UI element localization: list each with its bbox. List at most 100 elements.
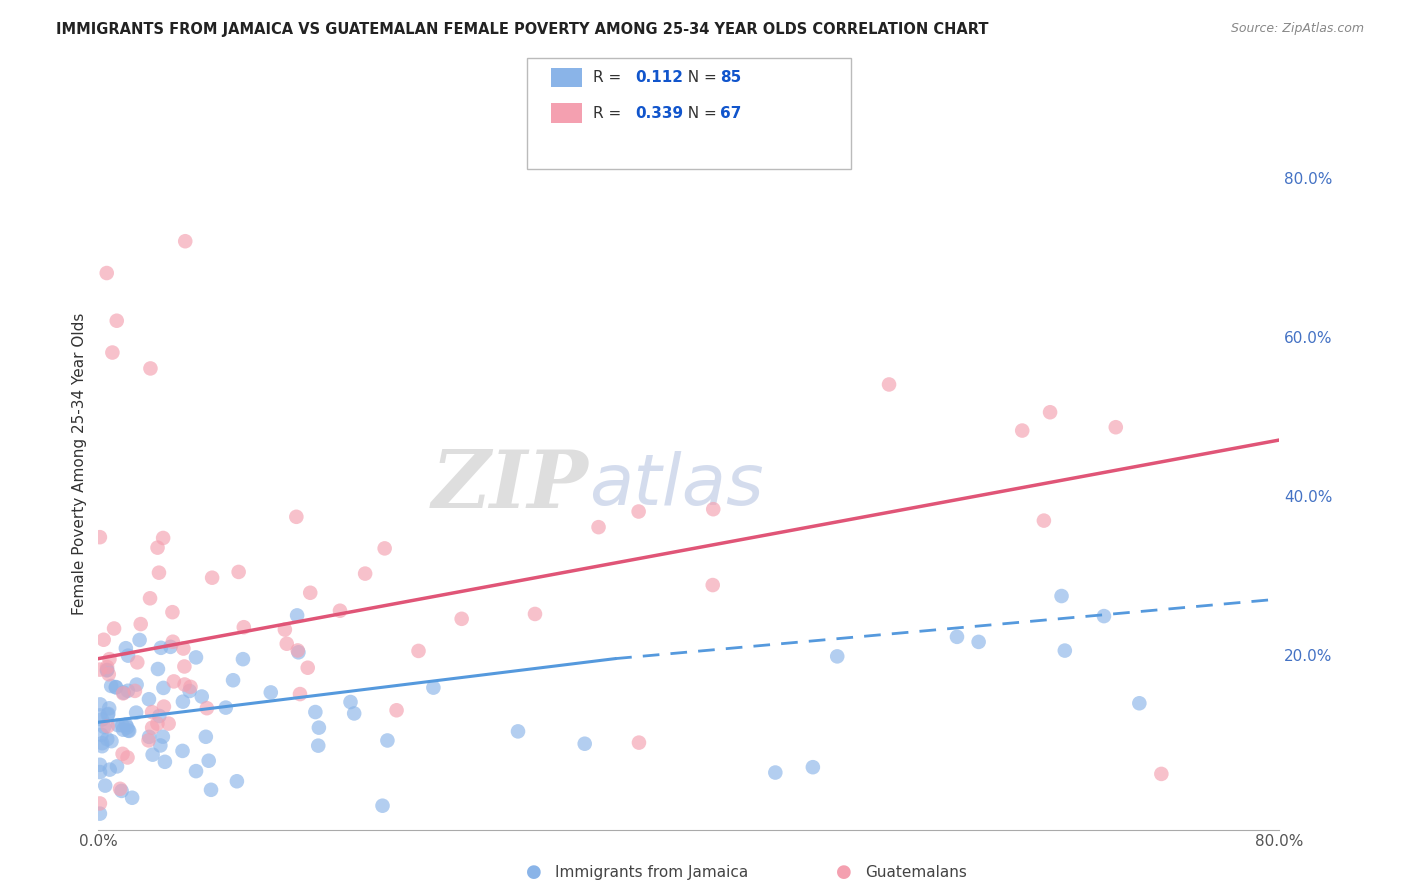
Point: [139, 591, 162, 606]
Point: [118, 723, 141, 738]
Point: [146, 541, 169, 555]
Point: [174, 234, 197, 248]
Point: [801, 760, 824, 774]
Point: [307, 739, 329, 753]
Point: [1032, 514, 1054, 528]
Point: [408, 644, 430, 658]
Point: [97, 707, 120, 722]
Point: [90, 728, 112, 742]
Point: [93, 720, 115, 734]
Point: [103, 622, 125, 636]
Point: [91, 739, 114, 754]
Point: [98, 763, 121, 777]
Point: [94, 779, 117, 793]
Point: [89, 663, 111, 677]
Point: [124, 684, 146, 698]
Point: [422, 681, 444, 695]
Point: [308, 721, 330, 735]
Point: [107, 718, 129, 732]
Point: [146, 662, 169, 676]
Point: [97, 667, 120, 681]
Point: [146, 716, 169, 731]
Point: [225, 774, 247, 789]
Text: R =: R =: [593, 106, 627, 120]
Point: [152, 730, 174, 744]
Point: [91, 713, 114, 727]
Point: [117, 683, 139, 698]
Point: [825, 649, 848, 664]
Point: [142, 747, 165, 762]
Point: [96, 266, 118, 280]
Text: N =: N =: [678, 106, 721, 120]
Point: [1105, 420, 1128, 434]
Point: [1053, 643, 1076, 657]
Point: [276, 637, 298, 651]
Point: [1039, 405, 1062, 419]
Point: [96, 732, 118, 747]
Point: [232, 620, 254, 634]
Point: [1150, 767, 1173, 781]
Point: [89, 757, 111, 772]
Point: [100, 734, 122, 748]
Point: [162, 605, 184, 619]
Text: ●: ●: [526, 863, 543, 881]
Point: [159, 640, 181, 654]
Text: 0.112: 0.112: [636, 70, 683, 85]
Point: [96, 660, 118, 674]
Point: [125, 706, 148, 720]
Point: [232, 652, 254, 666]
Point: [125, 677, 148, 691]
Point: [127, 656, 149, 670]
Point: [173, 677, 195, 691]
Text: ●: ●: [835, 863, 852, 881]
Point: [148, 566, 170, 580]
Point: [157, 716, 180, 731]
Point: [89, 698, 111, 712]
Point: [304, 705, 326, 719]
Point: [89, 806, 111, 821]
Point: [101, 345, 124, 359]
Point: [195, 701, 218, 715]
Point: [287, 643, 309, 657]
Point: [141, 705, 163, 719]
Point: [115, 717, 138, 731]
Point: [877, 377, 900, 392]
Point: [98, 701, 121, 715]
Point: [89, 530, 111, 544]
Point: [179, 680, 201, 694]
Point: [111, 718, 134, 732]
Point: [139, 361, 162, 376]
Point: [946, 630, 969, 644]
Text: N =: N =: [678, 70, 721, 85]
Point: [574, 737, 596, 751]
Point: [138, 692, 160, 706]
Point: [1050, 589, 1073, 603]
Point: [288, 687, 311, 701]
Point: [274, 623, 297, 637]
Point: [627, 736, 650, 750]
Point: [197, 754, 219, 768]
Point: [89, 765, 111, 780]
Point: [153, 699, 176, 714]
Point: [91, 736, 114, 750]
Point: [96, 663, 118, 677]
Point: [138, 730, 160, 744]
Point: [179, 684, 201, 698]
Point: [173, 659, 195, 673]
Point: [128, 632, 150, 647]
Point: [184, 650, 207, 665]
Point: [112, 686, 135, 700]
Point: [377, 733, 399, 747]
Point: [343, 706, 366, 721]
Point: [93, 632, 115, 647]
Point: [138, 733, 160, 747]
Point: [162, 634, 184, 648]
Point: [260, 685, 283, 699]
Point: [149, 640, 172, 655]
Point: [152, 681, 174, 695]
Point: [152, 531, 174, 545]
Text: 85: 85: [720, 70, 741, 85]
Point: [98, 652, 121, 666]
Point: [506, 724, 529, 739]
Point: [215, 700, 238, 714]
